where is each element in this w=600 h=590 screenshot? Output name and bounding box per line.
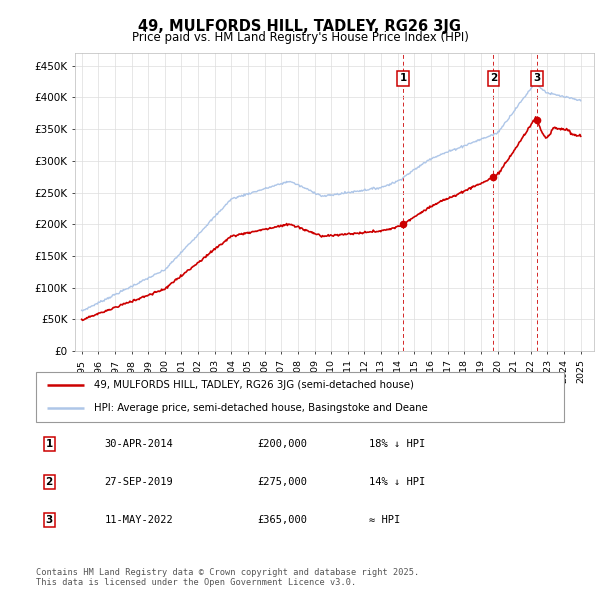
- Text: ≈ HPI: ≈ HPI: [368, 515, 400, 525]
- Text: 49, MULFORDS HILL, TADLEY, RG26 3JG (semi-detached house): 49, MULFORDS HILL, TADLEY, RG26 3JG (sem…: [94, 380, 414, 390]
- Text: Price paid vs. HM Land Registry's House Price Index (HPI): Price paid vs. HM Land Registry's House …: [131, 31, 469, 44]
- Text: £365,000: £365,000: [258, 515, 308, 525]
- Text: 14% ↓ HPI: 14% ↓ HPI: [368, 477, 425, 487]
- Text: 11-MAY-2022: 11-MAY-2022: [104, 515, 173, 525]
- Text: 3: 3: [46, 515, 53, 525]
- Text: 18% ↓ HPI: 18% ↓ HPI: [368, 440, 425, 450]
- FancyBboxPatch shape: [36, 372, 564, 422]
- Text: 27-SEP-2019: 27-SEP-2019: [104, 477, 173, 487]
- Text: £200,000: £200,000: [258, 440, 308, 450]
- Text: 30-APR-2014: 30-APR-2014: [104, 440, 173, 450]
- Text: £275,000: £275,000: [258, 477, 308, 487]
- Text: 3: 3: [533, 73, 541, 83]
- Text: 49, MULFORDS HILL, TADLEY, RG26 3JG: 49, MULFORDS HILL, TADLEY, RG26 3JG: [139, 19, 461, 34]
- Text: 1: 1: [46, 440, 53, 450]
- Text: Contains HM Land Registry data © Crown copyright and database right 2025.
This d: Contains HM Land Registry data © Crown c…: [36, 568, 419, 587]
- Text: 2: 2: [46, 477, 53, 487]
- Text: HPI: Average price, semi-detached house, Basingstoke and Deane: HPI: Average price, semi-detached house,…: [94, 404, 428, 414]
- Text: 2: 2: [490, 73, 497, 83]
- Text: 1: 1: [400, 73, 407, 83]
